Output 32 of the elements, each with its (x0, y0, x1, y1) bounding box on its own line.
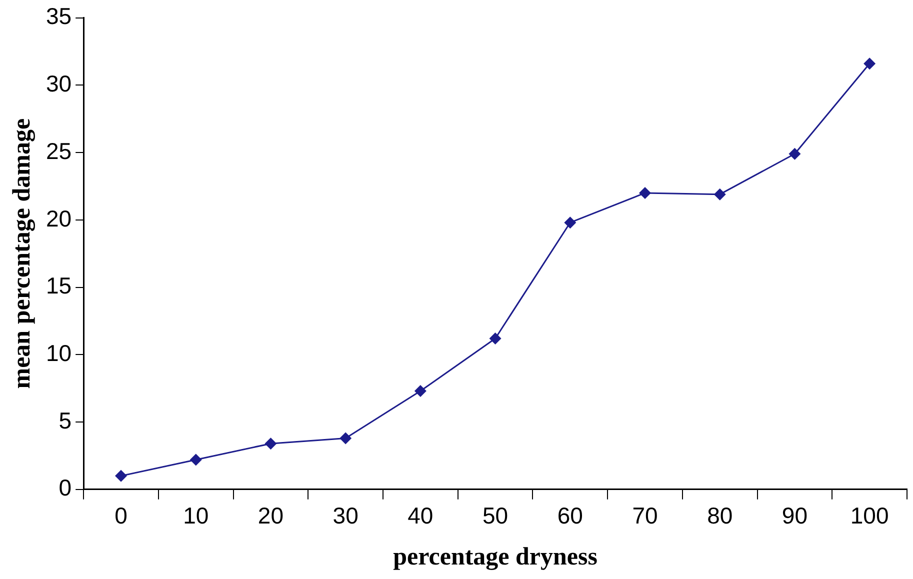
y-tick-label: 5 (58, 407, 72, 434)
x-tick-label: 0 (114, 502, 128, 529)
point (115, 470, 128, 482)
point (639, 186, 652, 199)
point (489, 332, 502, 344)
point (564, 216, 576, 229)
x-tick-label: 80 (707, 502, 733, 529)
y-tick-label: 0 (58, 474, 72, 501)
point (414, 385, 426, 398)
x-axis-title: percentage dryness (393, 543, 598, 570)
point (264, 438, 277, 450)
x-tick-label: 60 (557, 502, 583, 529)
x-tick-label: 100 (850, 502, 889, 529)
point (340, 432, 352, 444)
x-tick-label: 30 (332, 502, 358, 529)
y-axis-title: mean percentage damage (8, 118, 36, 389)
x-tick-label: 40 (408, 502, 434, 529)
x-tick-label: 20 (258, 502, 284, 529)
y-tick-label: 25 (46, 138, 72, 164)
point (714, 188, 726, 200)
point (190, 454, 202, 466)
y-tick-label: 20 (46, 205, 72, 232)
y-tick-label: 15 (46, 272, 72, 299)
point (864, 58, 876, 70)
x-tick-label: 50 (482, 502, 508, 529)
point (788, 148, 801, 160)
x-tick-label: 70 (632, 502, 658, 529)
y-tick-label: 30 (46, 70, 72, 97)
x-tick-label: 90 (782, 502, 808, 529)
y-tick-label: 35 (46, 3, 72, 30)
y-tick-label: 10 (46, 340, 72, 366)
x-tick-label: 10 (183, 502, 209, 529)
